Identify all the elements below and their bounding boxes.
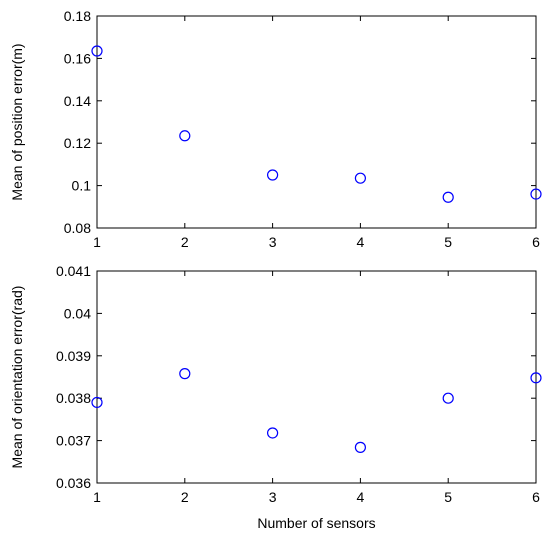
position-x-tick-label: 6 <box>532 234 540 250</box>
orientation-y-tick-label: 0.039 <box>56 348 91 364</box>
orientation-data-point <box>354 441 366 453</box>
position-x-tick-label: 1 <box>93 234 101 250</box>
position-data-point <box>179 130 191 142</box>
orientation-data-point <box>91 396 103 409</box>
position-y-tick-label: 0.16 <box>64 50 91 66</box>
position-x-tick-label: 2 <box>181 234 189 250</box>
position-data-point <box>442 191 454 203</box>
position-y-tick-label: 0.14 <box>64 93 91 109</box>
position-plot-frame <box>96 15 537 229</box>
position-data-point <box>267 169 279 181</box>
orientation-x-tick-label: 1 <box>93 489 101 505</box>
orientation-y-tick-label: 0.04 <box>64 305 91 321</box>
position-y-tick-label: 0.1 <box>72 178 92 194</box>
position-data-point <box>91 45 103 57</box>
position-data-point <box>530 188 542 200</box>
position-error-panel: 1 2 3 4 5 6 0.08 0.1 0.12 0.14 0.16 0.18 Mean of pos… <box>9 8 542 250</box>
orientation-x-tick-label: 3 <box>269 489 277 505</box>
orientation-y-axis-label: Mean of orientation error(rad) <box>9 286 25 469</box>
orientation-x-tick-label: 4 <box>357 489 365 505</box>
position-y-axis-label: Mean of position error(m) <box>9 43 25 200</box>
orientation-y-tick-label: 0.038 <box>56 390 91 406</box>
orientation-x-tick-label: 5 <box>444 489 452 505</box>
position-data-point <box>354 172 366 184</box>
position-y-tick-label: 0.12 <box>64 135 91 151</box>
orientation-y-tick-label: 0.036 <box>56 475 91 491</box>
orientation-data-point <box>267 427 279 439</box>
orientation-x-tick-label: 2 <box>181 489 189 505</box>
position-x-tick-label: 4 <box>357 234 365 250</box>
orientation-error-panel: 1 2 3 4 5 6 0.036 0.037 0.038 0.039 0.04 0.041 Mean … <box>9 263 542 531</box>
orientation-x-tick-label: 6 <box>532 489 540 505</box>
position-x-tick-label: 3 <box>269 234 277 250</box>
orientation-data-point <box>179 368 191 380</box>
orientation-y-tick-label: 0.037 <box>56 433 91 449</box>
position-x-tick-label: 5 <box>444 234 452 250</box>
orientation-x-axis-label: Number of sensors <box>257 515 375 531</box>
orientation-y-tick-label: 0.041 <box>56 263 91 279</box>
orientation-data-point <box>442 392 454 404</box>
orientation-data-point <box>530 372 542 384</box>
orientation-plot-frame <box>96 270 537 484</box>
position-y-tick-label: 0.18 <box>64 8 91 24</box>
position-y-tick-label: 0.08 <box>64 220 91 236</box>
